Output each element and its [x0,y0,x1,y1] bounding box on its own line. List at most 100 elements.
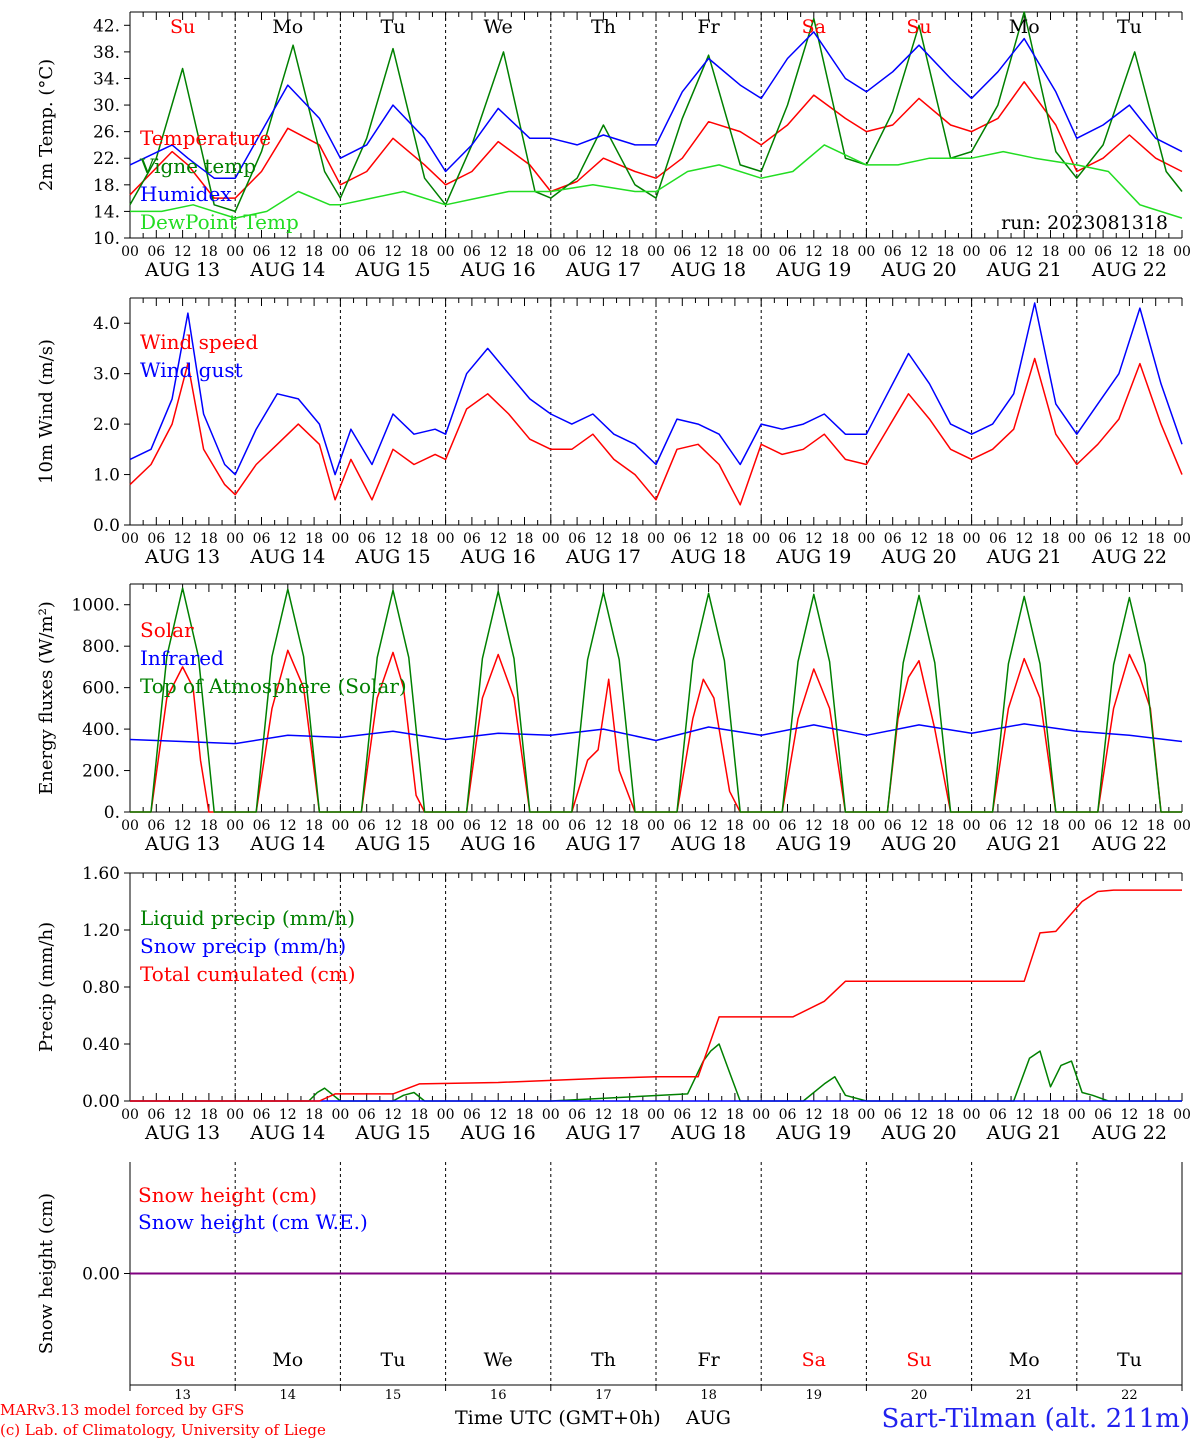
hour-tick-label: 12 [174,818,192,834]
day-of-week-label: Mo [1009,1349,1040,1371]
y-tick-label: 600. [82,679,120,699]
date-label: AUG 14 [249,833,325,855]
hour-tick-label: 06 [673,531,691,547]
hour-tick-label: 12 [279,531,297,547]
hour-tick-label: 12 [594,1107,612,1123]
y-tick-label: 1.0 [93,466,120,486]
hour-tick-label: 00 [226,1107,244,1123]
day-of-week-label: Su [906,1349,931,1371]
day-number-label: 22 [1121,1388,1138,1403]
y-tick-label: 26. [93,123,120,143]
hour-tick-label: 06 [673,244,691,260]
hour-tick-label: 00 [437,531,455,547]
hour-tick-label: 06 [989,818,1007,834]
hour-tick-label: 18 [200,818,218,834]
day-of-week-label: We [484,16,513,38]
day-of-week-label: We [484,1349,513,1371]
day-of-week-label: Tu [381,1349,406,1371]
hour-tick-label: 06 [989,531,1007,547]
hour-tick-label: 06 [568,531,586,547]
day-number-label: 21 [1016,1388,1033,1403]
hour-tick-label: 00 [437,1107,455,1123]
x-axis-month: AUG [685,1407,731,1429]
hour-tick-label: 12 [805,244,823,260]
hour-tick-label: 18 [516,818,534,834]
hour-tick-label: 12 [174,1107,192,1123]
hour-tick-label: 06 [358,1107,376,1123]
hour-tick-label: 06 [884,1107,902,1123]
hour-tick-label: 06 [253,1107,271,1123]
hour-tick-label: 06 [358,531,376,547]
date-label: AUG 19 [775,833,851,855]
hour-tick-label: 06 [779,244,797,260]
date-label: AUG 16 [460,1122,536,1144]
hour-tick-label: 06 [463,244,481,260]
hour-tick-label: 18 [621,531,639,547]
hour-tick-label: 12 [805,531,823,547]
legend-entry: Snow height (cm) [138,1183,317,1207]
hour-tick-label: 00 [963,531,981,547]
hour-tick-label: 18 [1147,818,1165,834]
hour-tick-label: 12 [910,531,928,547]
day-of-week-label: Su [906,16,931,38]
hour-tick-label: 00 [226,818,244,834]
hour-tick-label: 06 [779,1107,797,1123]
hour-tick-label: 00 [963,818,981,834]
day-of-week-label: Sa [802,1349,826,1371]
hour-tick-label: 18 [1147,244,1165,260]
hour-tick-label: 18 [936,1107,954,1123]
date-label: AUG 18 [670,259,746,281]
date-label: AUG 19 [775,546,851,568]
legend-entry: Snow height (cm W.E.) [138,1210,368,1234]
hour-tick-label: 06 [253,531,271,547]
station-label: Sart-Tilman (alt. 211m) [881,1404,1190,1434]
day-number-label: 16 [490,1388,507,1403]
day-of-week-label: Fr [697,1349,720,1371]
hour-tick-label: 12 [489,244,507,260]
hour-tick-label: 18 [831,244,849,260]
date-label: AUG 16 [460,833,536,855]
hour-tick-label: 06 [1094,244,1112,260]
hour-tick-label: 00 [226,531,244,547]
hour-tick-label: 00 [647,1107,665,1123]
hour-tick-label: 12 [1120,818,1138,834]
legend-entry: Temperature [140,126,271,150]
hour-tick-label: 12 [1120,244,1138,260]
y-tick-label: 0. [104,803,120,823]
hour-tick-label: 18 [410,818,428,834]
hour-tick-label: 12 [279,818,297,834]
hour-tick-label: 00 [1068,531,1086,547]
day-of-week-label: Sa [802,16,826,38]
day-number-label: 19 [806,1388,823,1403]
date-label: AUG 18 [670,546,746,568]
hour-tick-label: 00 [1173,818,1191,834]
x-axis-title: Time UTC (GMT+0h) [455,1407,661,1429]
hour-tick-label: 18 [516,244,534,260]
day-of-week-label: Mo [272,1349,303,1371]
hour-tick-label: 18 [726,1107,744,1123]
hour-tick-label: 12 [1015,818,1033,834]
hour-tick-label: 18 [305,244,323,260]
date-label: AUG 16 [460,546,536,568]
hour-tick-label: 06 [147,244,165,260]
hour-tick-label: 18 [516,531,534,547]
hour-tick-label: 06 [568,244,586,260]
date-label: AUG 21 [986,546,1062,568]
hour-tick-label: 18 [410,244,428,260]
hour-tick-label: 06 [147,531,165,547]
day-of-week-label: Tu [1117,1349,1142,1371]
hour-tick-label: 00 [331,818,349,834]
hour-tick-label: 00 [857,244,875,260]
hour-tick-label: 18 [305,531,323,547]
date-label: AUG 17 [565,259,641,281]
day-number-label: 17 [595,1388,612,1403]
y-axis-label: 2m Temp. (°C) [36,59,57,191]
hour-tick-label: 12 [384,244,402,260]
hour-tick-label: 00 [1173,1107,1191,1123]
hour-tick-label: 18 [936,244,954,260]
hour-tick-label: 18 [831,1107,849,1123]
hour-tick-label: 12 [910,818,928,834]
date-label: AUG 13 [144,546,220,568]
hour-tick-label: 12 [1120,1107,1138,1123]
hour-tick-label: 00 [963,244,981,260]
